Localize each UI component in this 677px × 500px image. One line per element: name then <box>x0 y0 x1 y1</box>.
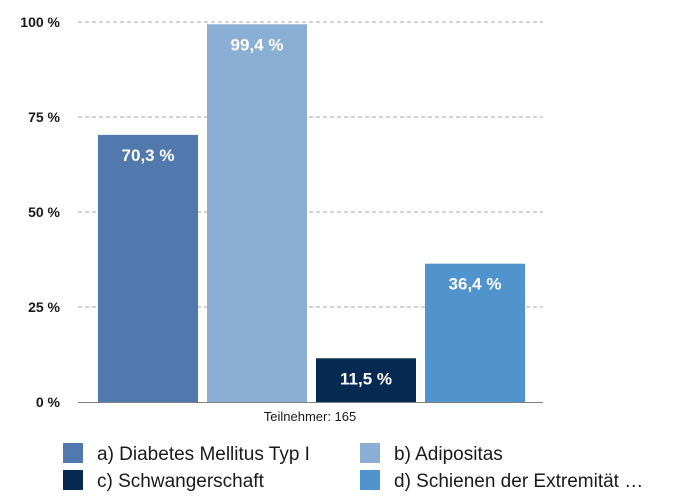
x-axis-label: Teilnehmer: 165 <box>264 409 357 424</box>
legend-swatch <box>63 443 83 463</box>
legend-swatch <box>360 443 380 463</box>
legend-swatch <box>63 470 83 490</box>
legend-swatch <box>360 470 380 490</box>
y-tick-label: 100 % <box>20 14 60 30</box>
bar <box>98 134 198 403</box>
y-tick-label: 75 % <box>28 109 60 125</box>
y-tick-label: 0 % <box>36 394 61 410</box>
legend-label: b) Adipositas <box>394 444 503 465</box>
legend-label: d) Schienen der Extremität … <box>394 471 643 492</box>
y-tick-label: 25 % <box>28 299 60 315</box>
bar-value-label: 36,4 % <box>449 275 502 294</box>
y-tick-label: 50 % <box>28 204 60 220</box>
bars: 70,3 % 99,4 % 11,5 % 36,4 % <box>98 24 525 403</box>
bar-value-label: 70,3 % <box>122 146 175 165</box>
bar <box>207 24 307 403</box>
bar-value-label: 99,4 % <box>231 35 284 54</box>
bar-value-label: 11,5 % <box>340 369 392 388</box>
legend: a) Diabetes Mellitus Typ I b) Adipositas c… <box>63 443 643 492</box>
bar <box>316 358 416 402</box>
legend-label: c) Schwangerschaft <box>97 471 265 492</box>
legend-label: a) Diabetes Mellitus Typ I <box>97 444 310 465</box>
bar <box>425 263 525 402</box>
